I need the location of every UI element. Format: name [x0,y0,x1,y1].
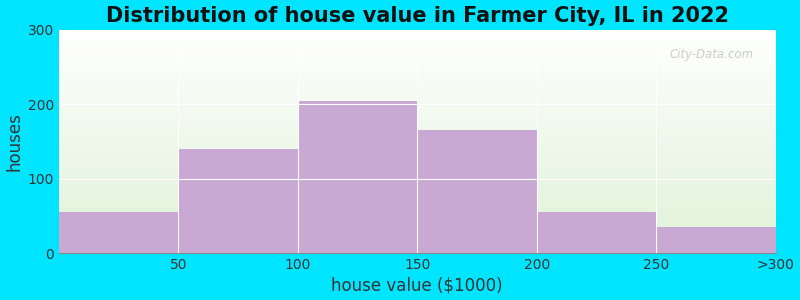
Bar [59,212,178,253]
Bar [298,101,418,253]
Y-axis label: houses: houses [6,112,23,171]
Bar [178,149,298,254]
X-axis label: house value ($1000): house value ($1000) [331,276,503,294]
Text: City-Data.com: City-Data.com [670,48,754,61]
Bar [656,227,775,254]
Bar [418,130,537,254]
Bar [537,212,656,253]
Title: Distribution of house value in Farmer City, IL in 2022: Distribution of house value in Farmer Ci… [106,6,729,26]
